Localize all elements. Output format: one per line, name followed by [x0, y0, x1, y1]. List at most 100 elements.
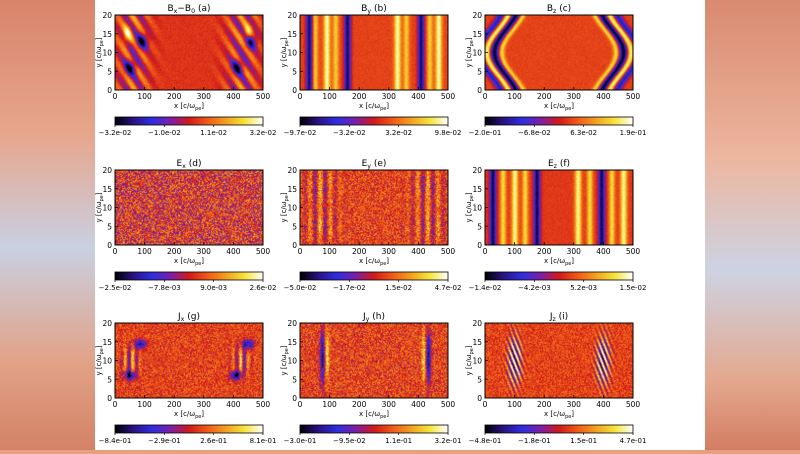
- colorbar: [299, 424, 449, 434]
- x-tick-label: 500: [441, 400, 456, 409]
- y-tick-label: 15: [102, 30, 112, 39]
- y-tick-label: 5: [107, 375, 112, 384]
- y-tick-label: 10: [102, 357, 112, 366]
- y-tick-label: 20: [102, 166, 112, 175]
- y-tick-label: 0: [107, 86, 112, 95]
- x-tick-label: 300: [567, 400, 582, 409]
- x-tick-label: 0: [113, 247, 118, 256]
- y-tick-label: 10: [472, 49, 482, 58]
- y-tick-label: 10: [102, 204, 112, 213]
- y-tick-label: 0: [477, 86, 482, 95]
- y-tick-label: 15: [287, 185, 297, 194]
- y-tick-label: 5: [477, 375, 482, 384]
- panel-title: Jy (h): [362, 312, 385, 323]
- colorbar-tick-label: −9.7e-02: [284, 129, 317, 137]
- colorbar-tick-label: 3.2e-02: [250, 129, 277, 137]
- y-tick-label: 0: [477, 241, 482, 250]
- heatmap-ex: [115, 170, 263, 245]
- colorbar-tick-label: 2.6e-02: [250, 284, 277, 292]
- x-tick-label: 200: [167, 247, 182, 256]
- x-tick-label: 0: [113, 92, 118, 101]
- colorbar-tick-label: −7.8e-03: [148, 284, 181, 292]
- colorbar-tick-label: −1.8e-01: [518, 437, 551, 445]
- colorbar-tick-label: −1.0e-02: [148, 129, 181, 137]
- colorbar-tick-label: 2.6e-01: [200, 437, 227, 445]
- x-tick-label: 500: [626, 247, 641, 256]
- y-tick-label: 20: [287, 319, 297, 328]
- x-tick-label: 0: [298, 400, 303, 409]
- colorbar-tick-label: 4.7e-01: [620, 437, 647, 445]
- colorbar: [484, 116, 634, 126]
- x-tick-label: 100: [137, 400, 152, 409]
- x-tick-label: 500: [256, 92, 271, 101]
- x-tick-label: 500: [441, 247, 456, 256]
- x-tick-label: 300: [567, 247, 582, 256]
- left-background: [0, 0, 95, 450]
- x-tick-label: 0: [113, 400, 118, 409]
- colorbar-tick-label: −5.0e-02: [284, 284, 317, 292]
- y-tick-label: 15: [472, 185, 482, 194]
- x-tick-label: 200: [537, 400, 552, 409]
- x-tick-label: 100: [322, 92, 337, 101]
- colorbar-tick-label: −3.2e-02: [99, 129, 132, 137]
- colorbar: [114, 116, 264, 126]
- x-tick-label: 100: [507, 247, 522, 256]
- panel-bz: Bz (c) 0 100 200 300 400 500 0 5 10 15 20 x [c/ωpe] y…: [465, 4, 646, 137]
- x-tick-label: 200: [537, 247, 552, 256]
- panel-title: Ez (f): [548, 159, 570, 170]
- colorbar-tick-label: 6.3e-02: [570, 129, 597, 137]
- colorbar-tick-label: 5.2e-03: [570, 284, 597, 292]
- colorbar-tick-label: 3.2e-01: [435, 437, 462, 445]
- y-tick-label: 0: [292, 241, 297, 250]
- y-tick-label: 0: [292, 86, 297, 95]
- colorbar-tick-label: −4.8e-01: [469, 437, 502, 445]
- x-axis-label: x [c/ωpe]: [174, 257, 204, 267]
- x-axis-label: x [c/ωpe]: [359, 257, 389, 267]
- x-tick-label: 500: [441, 92, 456, 101]
- colorbar-tick-label: 1.1e-01: [385, 437, 412, 445]
- colorbar-tick-label: −1.4e-02: [469, 284, 502, 292]
- colorbar-tick-label: −3.0e-01: [284, 437, 317, 445]
- panel-ey: Ey (e) 0 100 200 300 400 500 0 5 10 15 20 x [c/ωpe] y…: [280, 159, 461, 292]
- colorbar: [114, 271, 264, 281]
- y-axis-label: y [c/ωpe]: [465, 37, 475, 67]
- x-axis-label: x [c/ωpe]: [544, 257, 574, 267]
- x-tick-label: 300: [197, 400, 212, 409]
- heatmap-by: [300, 15, 448, 90]
- colorbar-tick-label: −3.2e-02: [333, 129, 366, 137]
- panel-jx: Jx (g) 0 100 200 300 400 500 0 5 10 15 20 x [c/ωpe] y…: [95, 312, 276, 445]
- panel-title: Bx−B0 (a): [167, 4, 210, 15]
- colorbar: [114, 424, 264, 434]
- y-tick-label: 5: [107, 222, 112, 231]
- colorbar-tick-label: 1.9e-01: [620, 129, 647, 137]
- panel-title: Ex (d): [176, 159, 201, 170]
- y-tick-label: 0: [292, 394, 297, 403]
- heatmap-ez: [485, 170, 633, 245]
- y-tick-label: 10: [287, 49, 297, 58]
- x-tick-label: 200: [537, 92, 552, 101]
- x-axis-label: x [c/ωpe]: [359, 102, 389, 112]
- y-axis-label: y [c/ωpe]: [465, 192, 475, 222]
- y-tick-label: 5: [477, 222, 482, 231]
- x-axis-label: x [c/ωpe]: [174, 410, 204, 420]
- y-tick-label: 0: [107, 241, 112, 250]
- y-tick-label: 20: [472, 166, 482, 175]
- x-tick-label: 400: [226, 92, 241, 101]
- colorbar-tick-label: 9.0e-03: [200, 284, 227, 292]
- x-tick-label: 400: [411, 400, 426, 409]
- x-tick-label: 400: [411, 92, 426, 101]
- colorbar-tick-label: −4.2e-03: [518, 284, 551, 292]
- colorbar: [299, 116, 449, 126]
- x-tick-label: 300: [197, 92, 212, 101]
- x-tick-label: 300: [382, 400, 397, 409]
- panel-ez: Ez (f) 0 100 200 300 400 500 0 5 10 15 20 x [c/ωpe] y…: [465, 159, 646, 292]
- figure-panel-grid: Bx−B0 (a) 0 100 200 300 400 500 0 5 10 15 20 x [c/ωp…: [95, 0, 705, 450]
- x-tick-label: 200: [167, 92, 182, 101]
- panel-ex: Ex (d) 0 100 200 300 400 500 0 5 10 15 20 x [c/ωpe] y…: [95, 159, 276, 292]
- x-tick-label: 100: [322, 400, 337, 409]
- x-tick-label: 100: [137, 92, 152, 101]
- y-tick-label: 5: [477, 67, 482, 76]
- y-tick-label: 5: [292, 222, 297, 231]
- colorbar-tick-label: −1.7e-02: [333, 284, 366, 292]
- colorbar-tick-label: 1.5e-02: [385, 284, 412, 292]
